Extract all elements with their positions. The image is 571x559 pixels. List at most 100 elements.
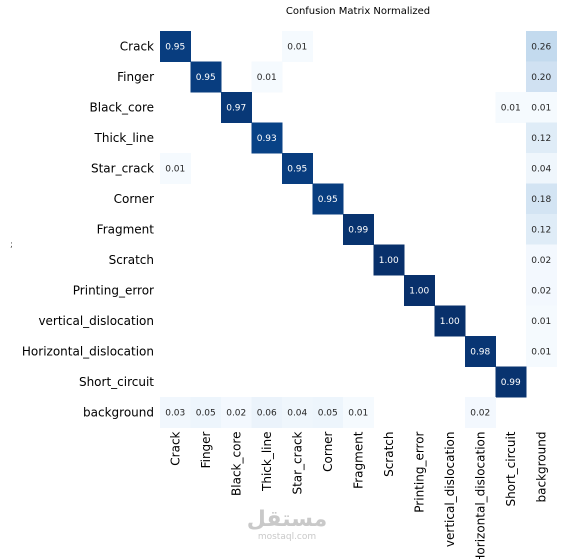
watermark-logo-text: مستقل xyxy=(246,507,328,532)
chart-title: Confusion Matrix Normalized xyxy=(286,6,430,17)
row-label: Star_crack xyxy=(91,161,154,175)
cell-value-label: 0.04 xyxy=(531,164,551,174)
cell-value-label: 0.01 xyxy=(531,347,551,357)
matrix-cell xyxy=(282,153,313,184)
cell-value-label: 0.12 xyxy=(531,225,551,235)
column-label: Finger xyxy=(199,431,213,468)
row-label: background xyxy=(83,405,154,419)
matrix-cell xyxy=(160,31,191,62)
cell-value-label: 0.93 xyxy=(257,134,277,144)
column-label: vertical_dislocation xyxy=(443,432,457,548)
cell-value-label: 0.01 xyxy=(165,164,185,174)
matrix-cell xyxy=(251,397,283,428)
cell-value-label: 0.01 xyxy=(257,73,277,83)
matrix-cell xyxy=(251,61,283,93)
cell-value-label: 0.01 xyxy=(531,317,551,327)
column-label: Printing_error xyxy=(412,431,426,512)
cell-value-label: 0.95 xyxy=(318,195,338,205)
row-label: Corner xyxy=(114,192,154,206)
matrix-cell xyxy=(526,122,557,154)
matrix-cell xyxy=(526,305,557,337)
row-label: Black_core xyxy=(90,100,154,114)
cell-value-label: 0.06 xyxy=(257,408,277,418)
column-label: Black_core xyxy=(229,432,243,496)
matrix-cell xyxy=(526,31,557,62)
matrix-cell xyxy=(465,397,496,428)
cell-value-label: 0.02 xyxy=(226,408,246,418)
cell-value-label: 0.05 xyxy=(196,408,216,418)
cell-value-label: 0.99 xyxy=(501,378,521,388)
row-label: Printing_error xyxy=(73,283,154,297)
row-label: Short_circuit xyxy=(79,375,154,389)
matrix-cell xyxy=(465,336,496,367)
matrix-cell xyxy=(282,31,313,62)
matrix-cell xyxy=(251,122,283,154)
cell-value-label: 0.05 xyxy=(318,408,338,418)
matrix-cell xyxy=(282,397,313,428)
matrix-cell xyxy=(190,397,222,428)
column-label: Corner xyxy=(321,431,335,471)
watermark: مستقل mostaql.com xyxy=(232,508,342,543)
row-label: Scratch xyxy=(109,253,154,267)
matrix-cell xyxy=(312,397,344,428)
matrix-cell xyxy=(160,397,191,428)
row-label: Thick_line xyxy=(94,131,154,145)
cell-value-label: 1.00 xyxy=(409,286,429,296)
column-label: background xyxy=(534,432,548,503)
cell-value-label: 0.99 xyxy=(348,225,368,235)
matrix-cell xyxy=(343,397,374,428)
column-label: Crack xyxy=(168,431,182,465)
cell-value-label: 0.02 xyxy=(531,256,551,266)
row-label: Crack xyxy=(120,39,154,53)
row-labels: Crack Finger Black_core Thick_line Star_crac… xyxy=(22,39,154,419)
column-label: Scratch xyxy=(382,432,396,477)
cell-value-label: 0.01 xyxy=(531,103,551,113)
cell-value-label: 0.03 xyxy=(165,408,185,418)
matrix-cell xyxy=(373,244,405,276)
matrix-cell xyxy=(221,92,252,123)
matrix-cell xyxy=(526,244,557,276)
matrix-cell xyxy=(526,336,557,367)
row-label: Fragment xyxy=(97,222,155,236)
watermark-url: mostaql.com xyxy=(257,532,317,542)
column-labels: Crack Finger Black_core Thick_line Star_crac… xyxy=(168,431,548,559)
stray-mark: ; xyxy=(10,240,14,250)
column-label: Thick_line xyxy=(260,432,274,492)
cell-value-label: 0.02 xyxy=(531,286,551,296)
cell-value-label: 0.95 xyxy=(196,73,216,83)
matrix-cell xyxy=(404,275,435,306)
matrix-cell xyxy=(160,153,191,184)
cell-value-label: 1.00 xyxy=(440,317,460,327)
cell-value-label: 0.26 xyxy=(531,42,551,52)
row-label: Finger xyxy=(117,70,154,84)
cell-value-label: 0.12 xyxy=(531,134,551,144)
matrix-cell xyxy=(526,92,557,123)
column-label: Short_circuit xyxy=(504,431,518,506)
cell-value-label: 0.20 xyxy=(531,73,551,83)
cell-value-label: 0.18 xyxy=(531,195,551,205)
matrix-cell xyxy=(343,214,374,245)
column-label: Star_crack xyxy=(290,431,304,494)
cell-value-label: 0.01 xyxy=(348,408,368,418)
matrix-cell xyxy=(526,183,557,215)
matrix-cell xyxy=(221,397,252,428)
row-label: Horizontal_dislocation xyxy=(22,344,154,358)
cell-value-label: 0.97 xyxy=(226,103,246,113)
matrix-cell xyxy=(495,366,527,398)
matrix-cell xyxy=(190,61,222,93)
matrix-cell xyxy=(434,305,466,337)
cell-value-label: 0.01 xyxy=(501,103,521,113)
cell-value-label: 0.95 xyxy=(287,164,307,174)
matrix-cell xyxy=(526,153,557,184)
matrix-cell xyxy=(312,183,344,215)
column-label: Fragment xyxy=(351,431,365,489)
matrix-cell xyxy=(526,275,557,306)
matrix-cell xyxy=(495,92,527,123)
cell-value-label: 0.01 xyxy=(287,42,307,52)
cell-value-label: 0.04 xyxy=(287,408,307,418)
cell-value-label: 0.95 xyxy=(165,42,185,52)
column-label: Horizontal_dislocation xyxy=(473,432,487,559)
matrix-cells: 0.95 0.01 0.26 0.95 0.01 0.20 0.97 0.01 0.01 0.93… xyxy=(160,31,557,428)
matrix-cell xyxy=(526,214,557,245)
